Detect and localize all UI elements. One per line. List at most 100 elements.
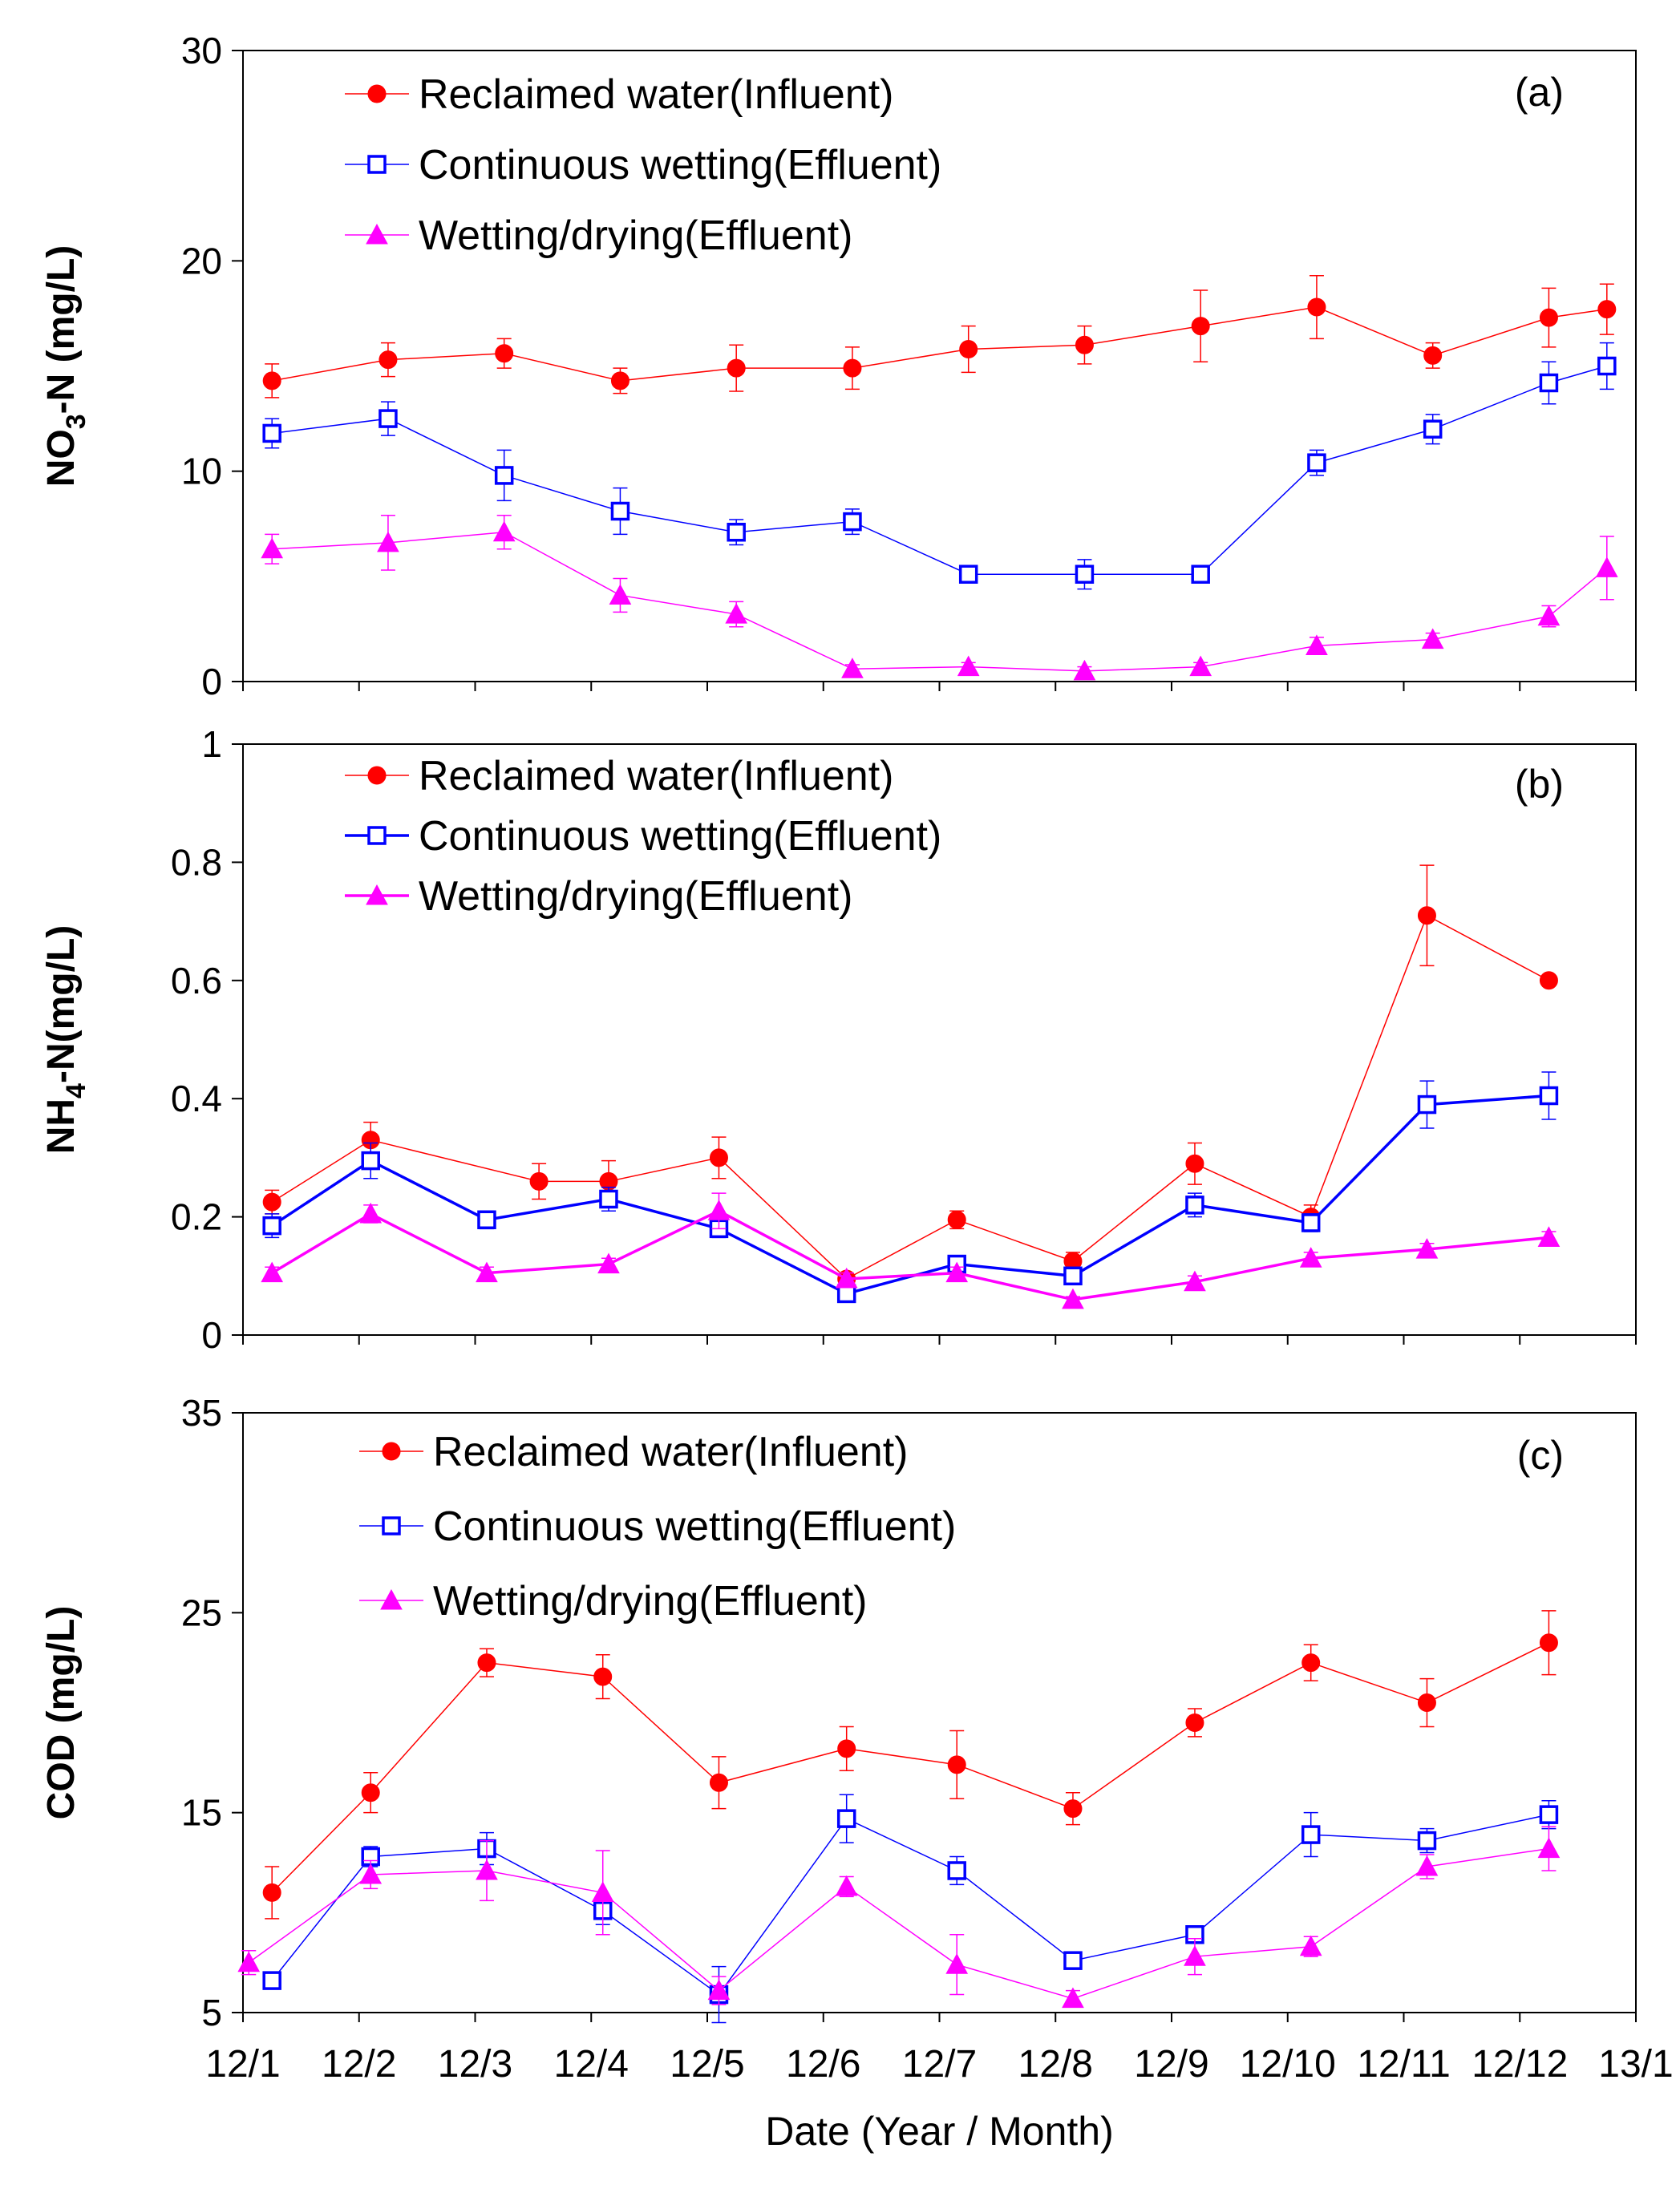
data-point: [1062, 1288, 1084, 1309]
data-point: [959, 340, 978, 359]
data-point: [707, 1979, 731, 2001]
data-point: [261, 537, 284, 559]
data-point: [1191, 564, 1210, 584]
legend-marker: [367, 84, 387, 103]
data-point: [477, 1210, 496, 1230]
data-point: [262, 1883, 281, 1902]
data-point: [1539, 308, 1558, 327]
data-point: [1539, 1805, 1559, 1824]
series-line: [272, 306, 1607, 382]
series-wetting-drying-effluent-: [237, 1826, 1561, 2009]
data-point: [1063, 1266, 1083, 1286]
data-point: [1075, 335, 1094, 354]
data-point: [597, 1252, 620, 1274]
data-point: [709, 1148, 728, 1167]
data-point: [492, 520, 516, 542]
series-line: [271, 914, 1549, 1280]
data-point: [1415, 1855, 1439, 1876]
x-tick-label: 12/4: [554, 2043, 629, 2086]
data-point: [1597, 300, 1617, 319]
data-point: [1185, 1196, 1204, 1215]
data-point: [947, 1861, 966, 1880]
data-point: [1539, 971, 1558, 990]
data-point: [1301, 1825, 1321, 1844]
legend-label: Wetting/drying(Effluent): [419, 873, 852, 920]
y-tick-label: 0.6: [171, 960, 222, 1001]
data-point: [1537, 605, 1561, 626]
series-continuous-wetting-effluent-: [262, 342, 1617, 590]
legend-marker: [366, 223, 388, 245]
data-point: [1075, 564, 1095, 584]
data-point: [835, 1875, 858, 1896]
y-tick-label: 0.2: [171, 1196, 222, 1238]
data-point: [841, 657, 864, 678]
y-tick-label: 0: [201, 661, 222, 702]
x-tick-label: 12/8: [1018, 2043, 1093, 2086]
series-wetting-drying-effluent-: [261, 515, 1618, 681]
x-tick-label: 12/3: [438, 2043, 512, 2086]
legend-marker: [367, 155, 387, 174]
x-tick-label: 12/5: [670, 2043, 744, 2086]
data-point: [835, 1267, 858, 1289]
data-point: [1539, 1086, 1559, 1106]
data-point: [1299, 1247, 1322, 1268]
data-point: [262, 1192, 281, 1212]
panel-3: 5 15 25 35 COD (mg/L) (c) Reclaimed water(Infl…: [40, 1392, 1637, 2033]
y-tick-label: 1: [201, 723, 222, 765]
x-tick-label: 12/9: [1134, 2043, 1208, 2086]
data-point: [1595, 556, 1618, 577]
data-point: [1184, 1945, 1206, 1966]
legend-marker: [380, 1588, 403, 1610]
data-point: [1537, 1837, 1561, 1859]
x-tick-label: 12/11: [1357, 2043, 1451, 2086]
data-point: [1417, 1831, 1437, 1851]
y-tick-label: 25: [181, 1592, 222, 1633]
y-tick-label: 35: [181, 1392, 222, 1434]
legend-marker: [382, 1442, 401, 1461]
data-point: [1184, 1270, 1206, 1292]
data-point: [1301, 1213, 1321, 1232]
series-line: [271, 1094, 1549, 1296]
series-line: [272, 365, 1608, 575]
x-tick-label: 13/1: [1598, 2043, 1673, 2086]
y-axis-title: NO3-N (mg/L): [40, 245, 91, 488]
data-point: [494, 466, 514, 485]
panel-label: (a): [1515, 70, 1564, 115]
legend: Reclaimed water(Influent) Continuous wett…: [359, 1429, 956, 1624]
data-point: [1417, 1094, 1437, 1115]
y-tick-label: 20: [181, 240, 222, 281]
x-axis-title: Date (Year / Month): [765, 2109, 1113, 2154]
series-continuous-wetting-effluent-: [262, 1794, 1559, 2024]
data-point: [947, 1210, 966, 1229]
legend-label: Wetting/drying(Effluent): [419, 212, 852, 259]
y-tick-label: 0.4: [171, 1078, 222, 1119]
panel-label: (c): [1517, 1433, 1564, 1478]
data-point: [1189, 655, 1212, 677]
data-point: [359, 1202, 383, 1224]
data-point: [1417, 906, 1436, 925]
data-point: [1421, 628, 1444, 649]
data-point: [727, 522, 746, 542]
legend-label: Reclaimed water(Influent): [433, 1429, 908, 1475]
y-tick-label: 5: [201, 1992, 222, 2033]
series-reclaimed-water-influent-: [262, 274, 1617, 399]
data-point: [843, 512, 862, 532]
data-point: [947, 1755, 966, 1774]
legend-marker: [367, 766, 387, 785]
series-line: [272, 531, 1608, 672]
series-line: [271, 1209, 1549, 1301]
data-point: [1423, 419, 1443, 439]
data-point: [599, 1189, 618, 1209]
data-point: [261, 1261, 284, 1283]
data-point: [476, 1261, 498, 1283]
data-point: [495, 344, 514, 363]
data-point: [1063, 1951, 1083, 1970]
legend-marker: [366, 884, 388, 905]
y-tick-label: 15: [181, 1792, 222, 1834]
data-point: [843, 358, 862, 378]
legend-label: Continuous wetting(Effluent): [419, 813, 941, 860]
data-point: [1307, 297, 1326, 317]
legend-marker: [382, 1516, 401, 1535]
series-line: [248, 1847, 1549, 2000]
